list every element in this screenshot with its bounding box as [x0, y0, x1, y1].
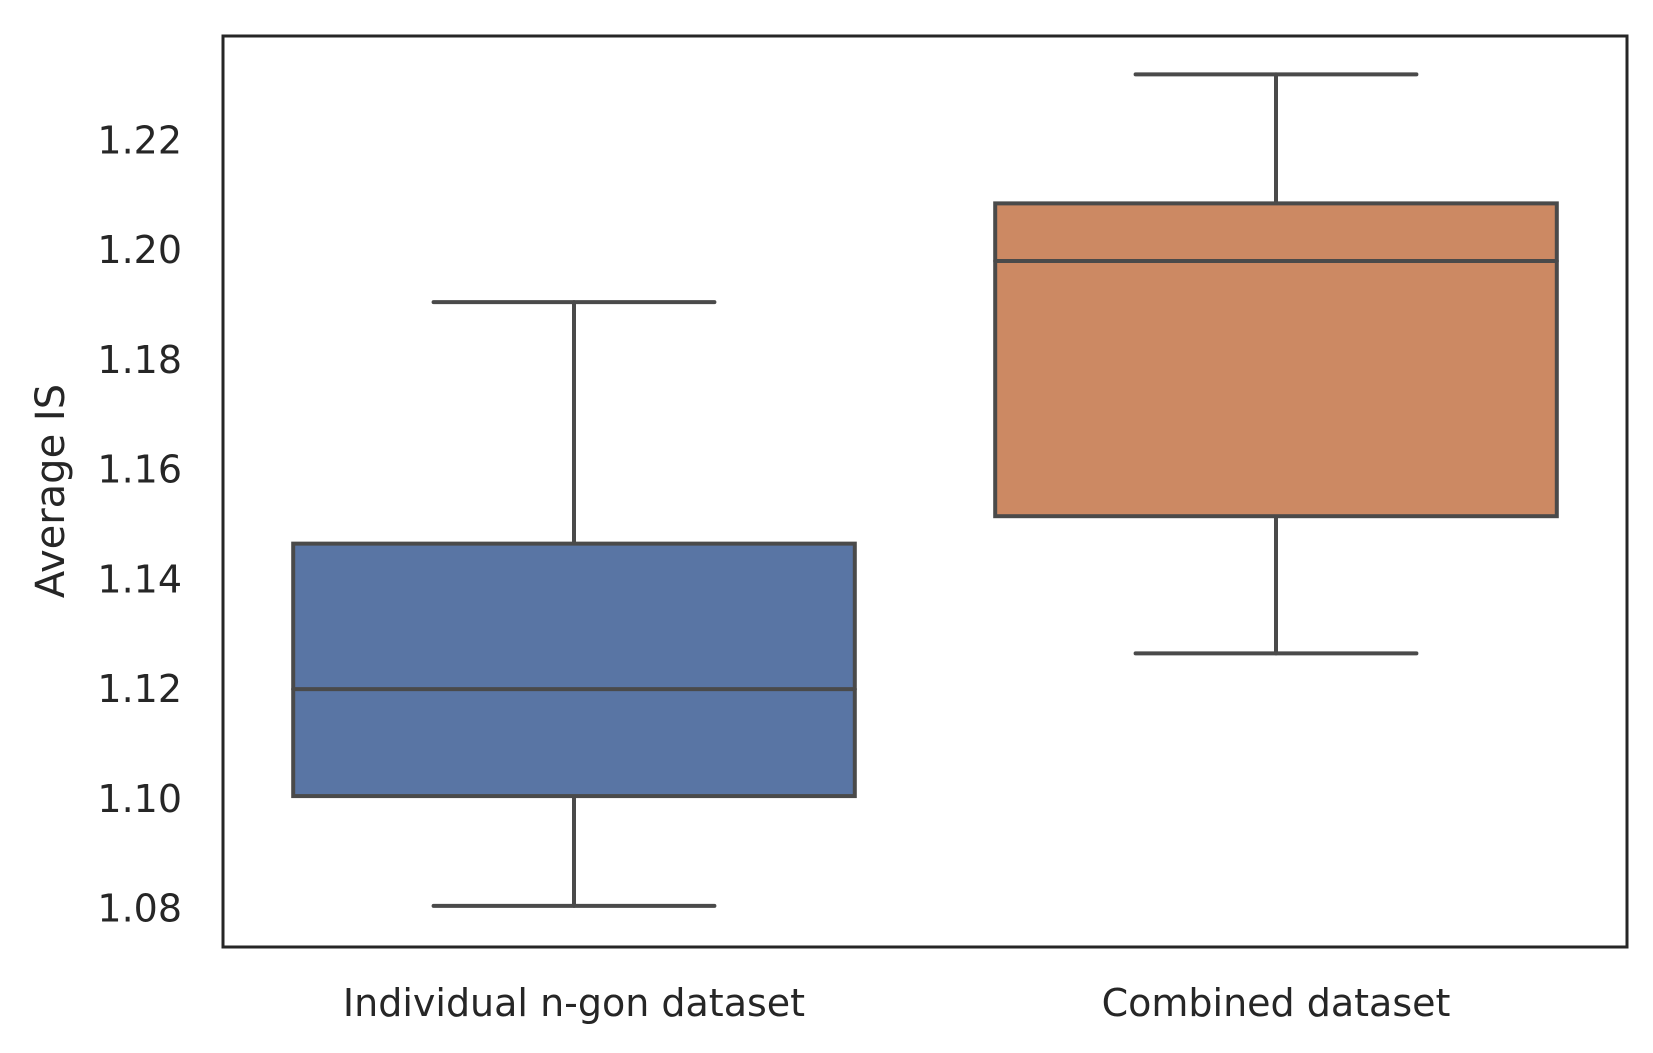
- y-tick-label: 1.12: [97, 667, 182, 711]
- y-tick-label: 1.08: [97, 887, 182, 931]
- y-tick-label: 1.14: [97, 557, 182, 601]
- y-tick-label: 1.16: [97, 448, 182, 492]
- y-tick-label: 1.18: [97, 338, 182, 382]
- x-axis-categories: Individual n-gon dataset Combined dataset: [343, 981, 1450, 1025]
- plot-frame: [221, 34, 1629, 949]
- y-tick-label: 1.20: [97, 228, 182, 272]
- x-category-label: Individual n-gon dataset: [343, 981, 805, 1025]
- iqr-box: [291, 541, 857, 799]
- boxes-layer: [291, 72, 1559, 908]
- y-tick-label: 1.22: [97, 118, 182, 162]
- y-axis-title: Average IS: [28, 384, 74, 598]
- iqr-box: [993, 201, 1559, 519]
- x-category-label: Combined dataset: [1102, 981, 1451, 1025]
- box-group-1: [291, 300, 857, 908]
- y-axis-ticks: 1.08 1.10 1.12 1.14 1.16 1.18 1.20 1.22: [97, 118, 182, 930]
- box-group-2: [993, 72, 1559, 656]
- y-tick-label: 1.10: [97, 777, 182, 821]
